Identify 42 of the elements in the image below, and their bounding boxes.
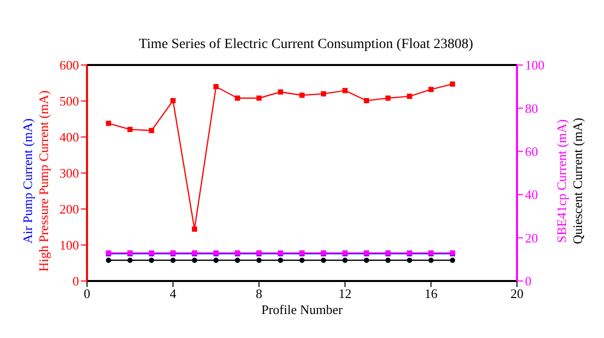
point [320,91,326,96]
text: Air Pump Current (mA) [20,118,35,244]
point [450,81,456,87]
point [256,96,262,101]
text: High Pressure Pump Current (mA) [36,90,51,272]
point [106,120,112,126]
y2-tick-label: 0 [525,274,532,289]
point [364,98,370,104]
x-tick-label: 8 [256,286,262,302]
x-tick-label: 4 [170,286,177,302]
point [148,128,154,134]
text: SBE41cp Current (mA) [554,118,569,242]
chart-title: Time Series of Electric Current Consumption (Float 23808) [138,37,474,53]
y2-tick-label: 40 [525,187,538,202]
x-axis-title: Profile Number [261,302,344,317]
point [278,89,284,95]
y2-tick-label: 60 [525,144,538,160]
point [192,226,198,232]
x-tick-label: 16 [424,286,438,302]
y-tick-label: 600 [60,58,79,73]
point [299,92,305,98]
point [127,126,133,132]
x-tick-label: 0 [84,286,90,302]
text: Quiescent Current (mA) [570,117,585,244]
y-tick-label: 0 [72,274,79,289]
y2-tick-label: 20 [525,230,538,246]
x-tick-label: 20 [510,286,524,302]
y-tick-label: 200 [60,202,79,217]
y2-tick-label: 100 [525,58,544,73]
point [213,84,219,90]
point [170,98,176,104]
point [406,94,412,99]
y-tick-label: 100 [60,238,79,253]
point [342,88,348,94]
y-tick-label: 500 [60,94,79,109]
y-tick-label: 300 [60,166,79,181]
y2-tick-label: 80 [525,100,538,116]
point [234,96,240,101]
x-tick-label: 12 [338,286,352,302]
point [385,96,391,101]
y-tick-label: 400 [60,130,79,145]
point [428,86,434,92]
